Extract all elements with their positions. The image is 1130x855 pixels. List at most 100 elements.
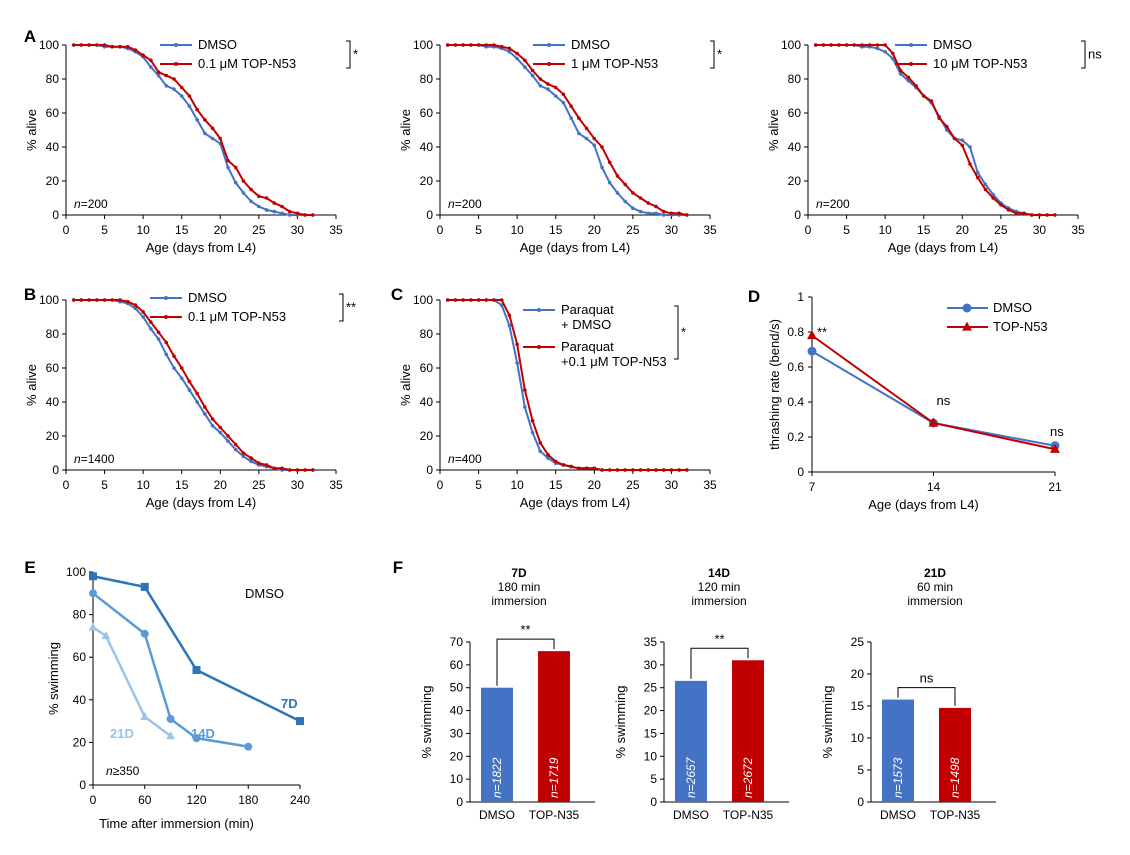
data-point [546, 452, 550, 457]
sample-size-n: n [547, 791, 561, 798]
data-point [638, 468, 643, 472]
bar-sample-size: n=1498 [948, 757, 962, 798]
data-point [623, 182, 627, 187]
legend-marker [537, 308, 541, 312]
y-axis-label: thrashing rate (bend/s) [767, 319, 782, 450]
condition-time: 60 min [917, 580, 953, 594]
data-point [499, 303, 504, 307]
data-point [898, 72, 903, 76]
data-point [898, 68, 903, 73]
sample-size-n: n [490, 791, 504, 798]
x-tick-label: 15 [549, 478, 563, 492]
data-point [303, 213, 307, 217]
data-point [492, 298, 496, 302]
data-point [244, 742, 253, 751]
legend-entry-line: DMSO [188, 290, 227, 305]
data-point [914, 84, 918, 88]
y-axis-label: % alive [398, 109, 413, 151]
data-point [553, 94, 558, 98]
series-label: 21D [110, 726, 134, 741]
data-point [937, 116, 941, 120]
data-point [88, 622, 98, 631]
data-point [844, 43, 849, 47]
data-point [584, 126, 589, 131]
data-point [929, 99, 934, 103]
data-point [118, 44, 122, 49]
y-tick-label: 100 [413, 293, 433, 307]
data-point [631, 468, 635, 472]
significance-bracket [346, 40, 351, 69]
y-axis-label: % alive [24, 109, 39, 151]
data-point [867, 43, 872, 47]
bar-top-n35 [939, 707, 971, 802]
x-tick-label: 25 [994, 223, 1008, 237]
x-tick-label: 5 [843, 223, 850, 237]
data-point [821, 43, 826, 47]
data-point [192, 665, 201, 674]
data-point [499, 44, 504, 49]
x-tick-label: 14 [927, 480, 941, 494]
data-point [1053, 213, 1057, 217]
data-point [218, 425, 223, 430]
sample-size-n: n [816, 197, 823, 211]
data-point [295, 468, 300, 472]
data-point [1006, 208, 1011, 212]
data-point [983, 187, 988, 192]
data-point [906, 78, 911, 83]
legend-marker [909, 43, 913, 47]
legend-entry-line: DMSO [198, 37, 237, 52]
x-tick-label: 5 [475, 223, 482, 237]
data-point [807, 330, 817, 340]
data-point [280, 204, 284, 209]
data-point [272, 466, 277, 471]
significance-label: * [353, 47, 358, 62]
chart-a1: 0 20 40 60 80 100 0 5 10 15 20 25 30 35 Age (days from… [24, 27, 358, 255]
data-point [295, 211, 300, 216]
y-tick-label: 0.6 [787, 360, 804, 374]
bar-sample-size: n=1719 [547, 757, 561, 798]
data-point [95, 43, 99, 47]
legend-marker [547, 62, 551, 66]
data-point [156, 73, 161, 78]
series-line [92, 592, 249, 748]
data-point [469, 43, 473, 47]
data-point [968, 145, 972, 149]
legend-entry-line: + DMSO [561, 317, 611, 332]
x-category-label: TOP-N35 [930, 808, 981, 822]
data-point [257, 194, 261, 199]
x-axis-label: Age (days from L4) [146, 240, 257, 255]
y-tick-label: 100 [39, 38, 59, 52]
sample-size-value: =400 [455, 452, 482, 466]
sample-size-value: =1719 [547, 757, 561, 791]
data-point [538, 449, 543, 454]
data-point [484, 298, 489, 302]
x-tick-label: 15 [917, 223, 931, 237]
data-point [140, 629, 149, 638]
data-point [187, 104, 192, 108]
data-point [149, 65, 153, 69]
y-tick-label: 0.2 [787, 430, 804, 444]
data-point [1022, 211, 1026, 216]
y-tick-label: 40 [73, 693, 87, 707]
data-point [179, 376, 184, 381]
x-tick-label: 21 [1048, 480, 1062, 494]
data-point [623, 468, 627, 472]
data-point [110, 44, 115, 49]
data-point [523, 405, 527, 409]
x-tick-label: 15 [175, 478, 189, 492]
data-point [638, 209, 643, 214]
y-tick-label: 0.4 [787, 395, 804, 409]
x-tick-label: 10 [878, 223, 892, 237]
data-point [164, 73, 169, 78]
data-point [607, 160, 612, 165]
data-point [928, 417, 939, 427]
significance-label: ** [714, 631, 724, 646]
x-tick-label: 0 [805, 223, 812, 237]
data-point [654, 204, 658, 209]
y-tick-label: 80 [420, 327, 434, 341]
y-tick-label: 60 [46, 106, 60, 120]
data-point [226, 165, 230, 170]
